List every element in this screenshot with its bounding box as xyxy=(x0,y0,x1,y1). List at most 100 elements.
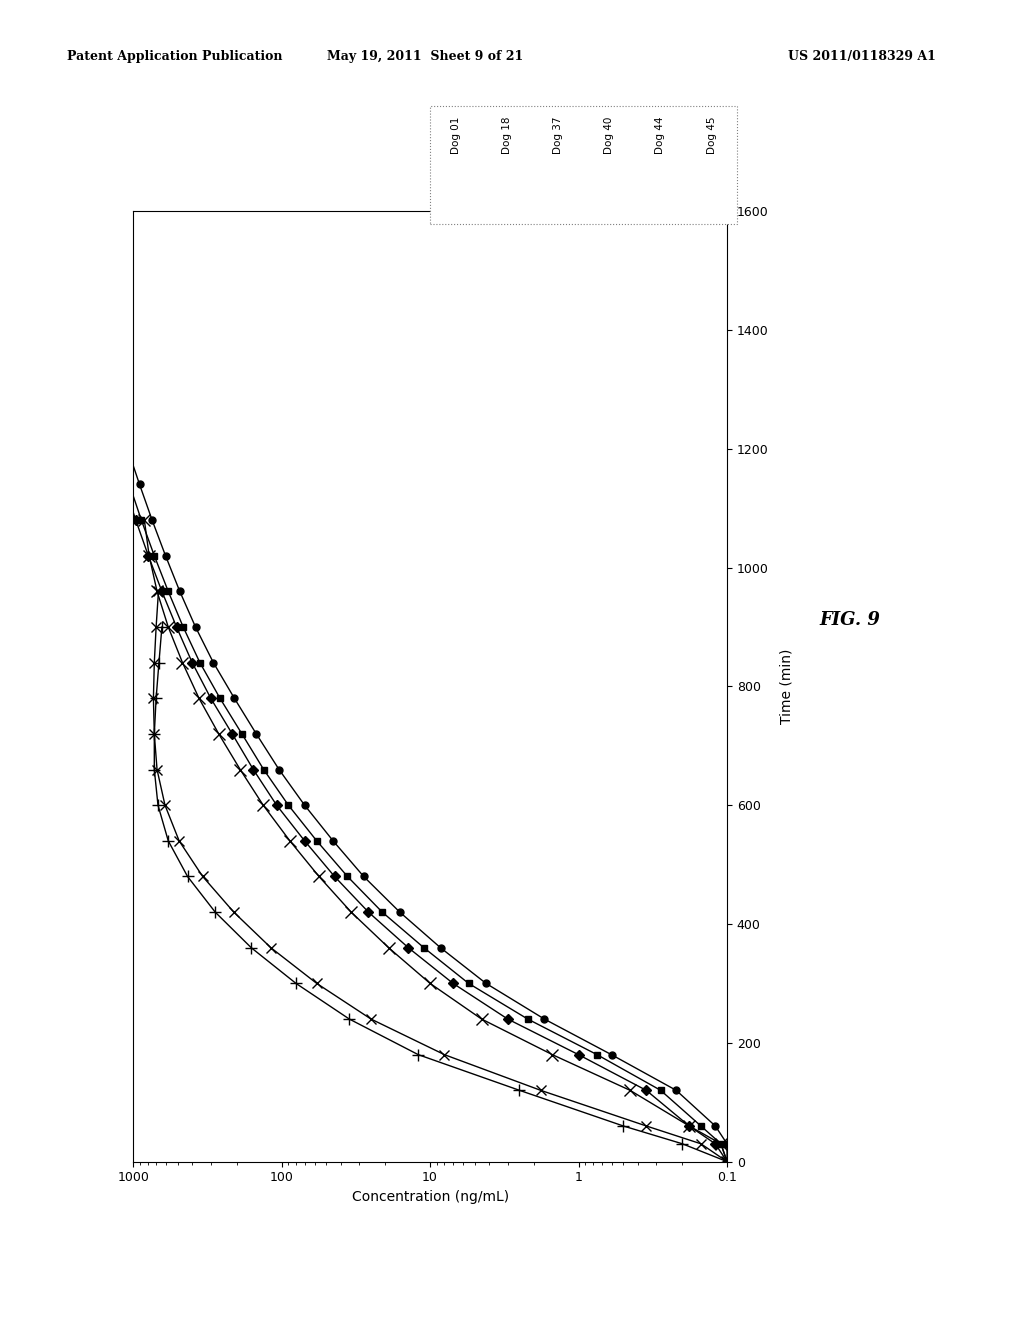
Dog 45 xyxy=(160,548,172,564)
Dog 01 xyxy=(170,619,182,635)
Dog 40 xyxy=(721,1154,733,1170)
Dog 40 xyxy=(265,940,278,956)
Dog 40 xyxy=(227,904,240,920)
Dog 18 xyxy=(376,904,388,920)
Dog 01 xyxy=(298,833,310,849)
Dog 40 xyxy=(151,762,163,777)
Dog 01 xyxy=(721,1154,733,1170)
Dog 18 xyxy=(654,1082,667,1098)
Dog 44 xyxy=(383,940,395,956)
Dog 37 xyxy=(148,726,161,742)
Dog 44 xyxy=(475,1011,487,1027)
Dog 44 xyxy=(624,1082,636,1098)
Dog 40 xyxy=(147,690,160,706)
Dog 37 xyxy=(162,833,174,849)
Dog 44 xyxy=(345,904,357,920)
Dog 37 xyxy=(150,690,162,706)
Dog 44 xyxy=(213,726,225,742)
Dog 37 xyxy=(245,940,257,956)
Dog 45 xyxy=(110,405,122,421)
Dog 44 xyxy=(257,797,269,813)
Dog 01 xyxy=(205,690,217,706)
Dog 37 xyxy=(513,1082,525,1098)
Dog 01 xyxy=(97,405,110,421)
Dog 18 xyxy=(101,405,114,421)
Text: US 2011/0118329 A1: US 2011/0118329 A1 xyxy=(788,50,936,63)
Text: Dog 44: Dog 44 xyxy=(655,116,666,154)
Line: Dog 37: Dog 37 xyxy=(148,622,732,1167)
Dog 01 xyxy=(130,512,142,528)
Dog 37 xyxy=(148,762,161,777)
Dog 45 xyxy=(250,726,262,742)
Dog 18 xyxy=(521,1011,534,1027)
Dog 01 xyxy=(88,370,100,385)
Dog 45 xyxy=(99,370,112,385)
Dog 01 xyxy=(118,477,130,492)
Dog 01 xyxy=(247,762,259,777)
Dog 01 xyxy=(108,441,120,457)
Dog 18 xyxy=(194,655,206,671)
Dog 18 xyxy=(258,762,270,777)
Dog 37 xyxy=(343,1011,355,1027)
Dog 18 xyxy=(148,548,161,564)
Dog 45 xyxy=(122,441,134,457)
Dog 45 xyxy=(393,904,406,920)
Dog 18 xyxy=(715,1135,727,1151)
Text: Dog 40: Dog 40 xyxy=(604,116,614,154)
Dog 45 xyxy=(228,690,241,706)
Dog 01 xyxy=(572,1047,585,1063)
Dog 37 xyxy=(153,655,165,671)
Line: Dog 45: Dog 45 xyxy=(81,302,730,1166)
Dog 40 xyxy=(173,833,185,849)
Dog 18 xyxy=(463,975,475,991)
Dog 01 xyxy=(156,583,168,599)
Dog 40 xyxy=(148,726,161,742)
Dog 18 xyxy=(135,512,147,528)
Dog 45 xyxy=(710,1118,722,1134)
Dog 45 xyxy=(480,975,493,991)
Dog 01 xyxy=(329,869,341,884)
Dog 44 xyxy=(162,619,174,635)
Dog 44 xyxy=(424,975,436,991)
Line: Dog 01: Dog 01 xyxy=(73,302,730,1166)
Text: Dog 01: Dog 01 xyxy=(451,116,461,154)
Dog 44 xyxy=(193,690,205,706)
Dog 45 xyxy=(88,334,100,350)
Dog 18 xyxy=(283,797,295,813)
Dog 40 xyxy=(438,1047,451,1063)
Dog 18 xyxy=(162,583,174,599)
Dog 40 xyxy=(535,1082,547,1098)
Dog 40 xyxy=(148,655,161,671)
Dog 18 xyxy=(341,869,353,884)
Dog 45 xyxy=(207,655,219,671)
Dog 01 xyxy=(502,1011,514,1027)
Dog 45 xyxy=(146,512,159,528)
Dog 01 xyxy=(270,797,283,813)
Dog 37 xyxy=(181,869,194,884)
Dog 44 xyxy=(715,1135,727,1151)
Dog 01 xyxy=(640,1082,652,1098)
Dog 18 xyxy=(82,334,94,350)
Dog 40 xyxy=(694,1135,707,1151)
Dog 45 xyxy=(189,619,202,635)
Dog 40 xyxy=(365,1011,377,1027)
Line: Dog 18: Dog 18 xyxy=(76,302,730,1166)
Text: Patent Application Publication: Patent Application Publication xyxy=(67,50,282,63)
Dog 40 xyxy=(640,1118,652,1134)
Dog 40 xyxy=(159,797,171,813)
Y-axis label: Time (min): Time (min) xyxy=(779,648,794,725)
Dog 37 xyxy=(676,1135,688,1151)
Dog 45 xyxy=(721,1154,733,1170)
Dog 44 xyxy=(138,512,151,528)
Dog 18 xyxy=(123,477,135,492)
Dog 01 xyxy=(446,975,459,991)
Dog 44 xyxy=(546,1047,558,1063)
Text: FIG. 9: FIG. 9 xyxy=(819,611,881,630)
Text: Dog 45: Dog 45 xyxy=(707,116,717,154)
Dog 45 xyxy=(78,298,90,314)
Dog 18 xyxy=(236,726,248,742)
Dog 44 xyxy=(284,833,296,849)
Dog 44 xyxy=(234,762,247,777)
Dog 37 xyxy=(156,619,168,635)
Text: Dog 37: Dog 37 xyxy=(553,116,563,154)
